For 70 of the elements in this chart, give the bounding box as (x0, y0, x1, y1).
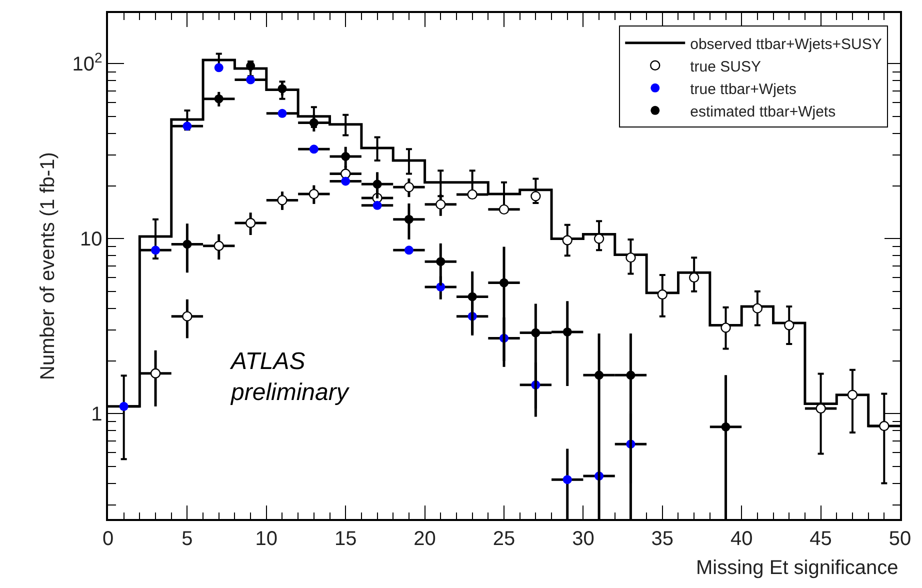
point (404, 182, 414, 192)
point (372, 200, 382, 210)
point (530, 191, 541, 202)
x-tick-label: 40 (730, 528, 753, 550)
point (594, 234, 604, 244)
point (498, 204, 510, 215)
point (562, 235, 572, 246)
x-tick-label: 20 (414, 528, 436, 550)
x-tick-label: 50 (888, 528, 912, 550)
point (467, 189, 478, 200)
point (721, 422, 730, 432)
legend-label: estimated ttbar+Wjets (690, 103, 836, 120)
point (182, 122, 192, 131)
point (847, 390, 858, 400)
x-tick-label: 15 (334, 528, 357, 550)
point (309, 118, 318, 128)
x-tick-label: 0 (102, 528, 114, 550)
point (562, 327, 572, 336)
y-tick-label: 10$^{2}$ (72, 49, 102, 76)
point (626, 370, 636, 380)
y-tick-label: 10 (80, 228, 102, 251)
y-tick-label: 1 (91, 404, 102, 426)
point (436, 199, 446, 210)
point (119, 402, 128, 411)
point (278, 84, 287, 94)
point (657, 289, 668, 300)
x-tick-label: 25 (492, 528, 516, 550)
point (784, 320, 794, 330)
x-tick-label: 30 (572, 528, 594, 550)
point (341, 176, 350, 186)
point (816, 403, 826, 414)
point (562, 475, 572, 484)
x-tick-label: 5 (182, 528, 193, 550)
point (151, 246, 160, 255)
point (245, 218, 256, 228)
legend-label: observed ttbar+Wjets+SUSY (690, 36, 882, 53)
point (594, 370, 604, 380)
point (308, 188, 320, 200)
point (309, 144, 318, 154)
point (468, 292, 477, 302)
point (214, 63, 224, 72)
x-tick-label: 10 (255, 528, 278, 550)
point (246, 75, 256, 84)
point (436, 257, 446, 266)
point (531, 328, 540, 338)
point (500, 278, 508, 288)
legend-label: true SUSY (690, 58, 761, 76)
x-tick-label: 35 (651, 528, 674, 550)
x-tick-label: 45 (810, 528, 832, 550)
point (182, 311, 192, 322)
point (341, 152, 350, 161)
point (278, 108, 287, 118)
point (150, 368, 161, 378)
y-axis-title: Number of events (1 fb-1) (37, 152, 60, 380)
x-axis-title: Missing Et significance (696, 557, 898, 579)
point (752, 303, 763, 314)
annotation: ATLAS preliminary (229, 348, 350, 406)
point (688, 272, 700, 283)
point (626, 252, 636, 263)
point (277, 195, 288, 206)
point (182, 240, 192, 249)
point (372, 180, 382, 189)
point (720, 322, 731, 333)
point (879, 420, 890, 432)
legend-label: true ttbar+Wjets (690, 80, 796, 98)
point (214, 240, 224, 251)
point (404, 214, 414, 224)
point (340, 168, 351, 179)
point (404, 246, 414, 255)
point (214, 94, 224, 104)
